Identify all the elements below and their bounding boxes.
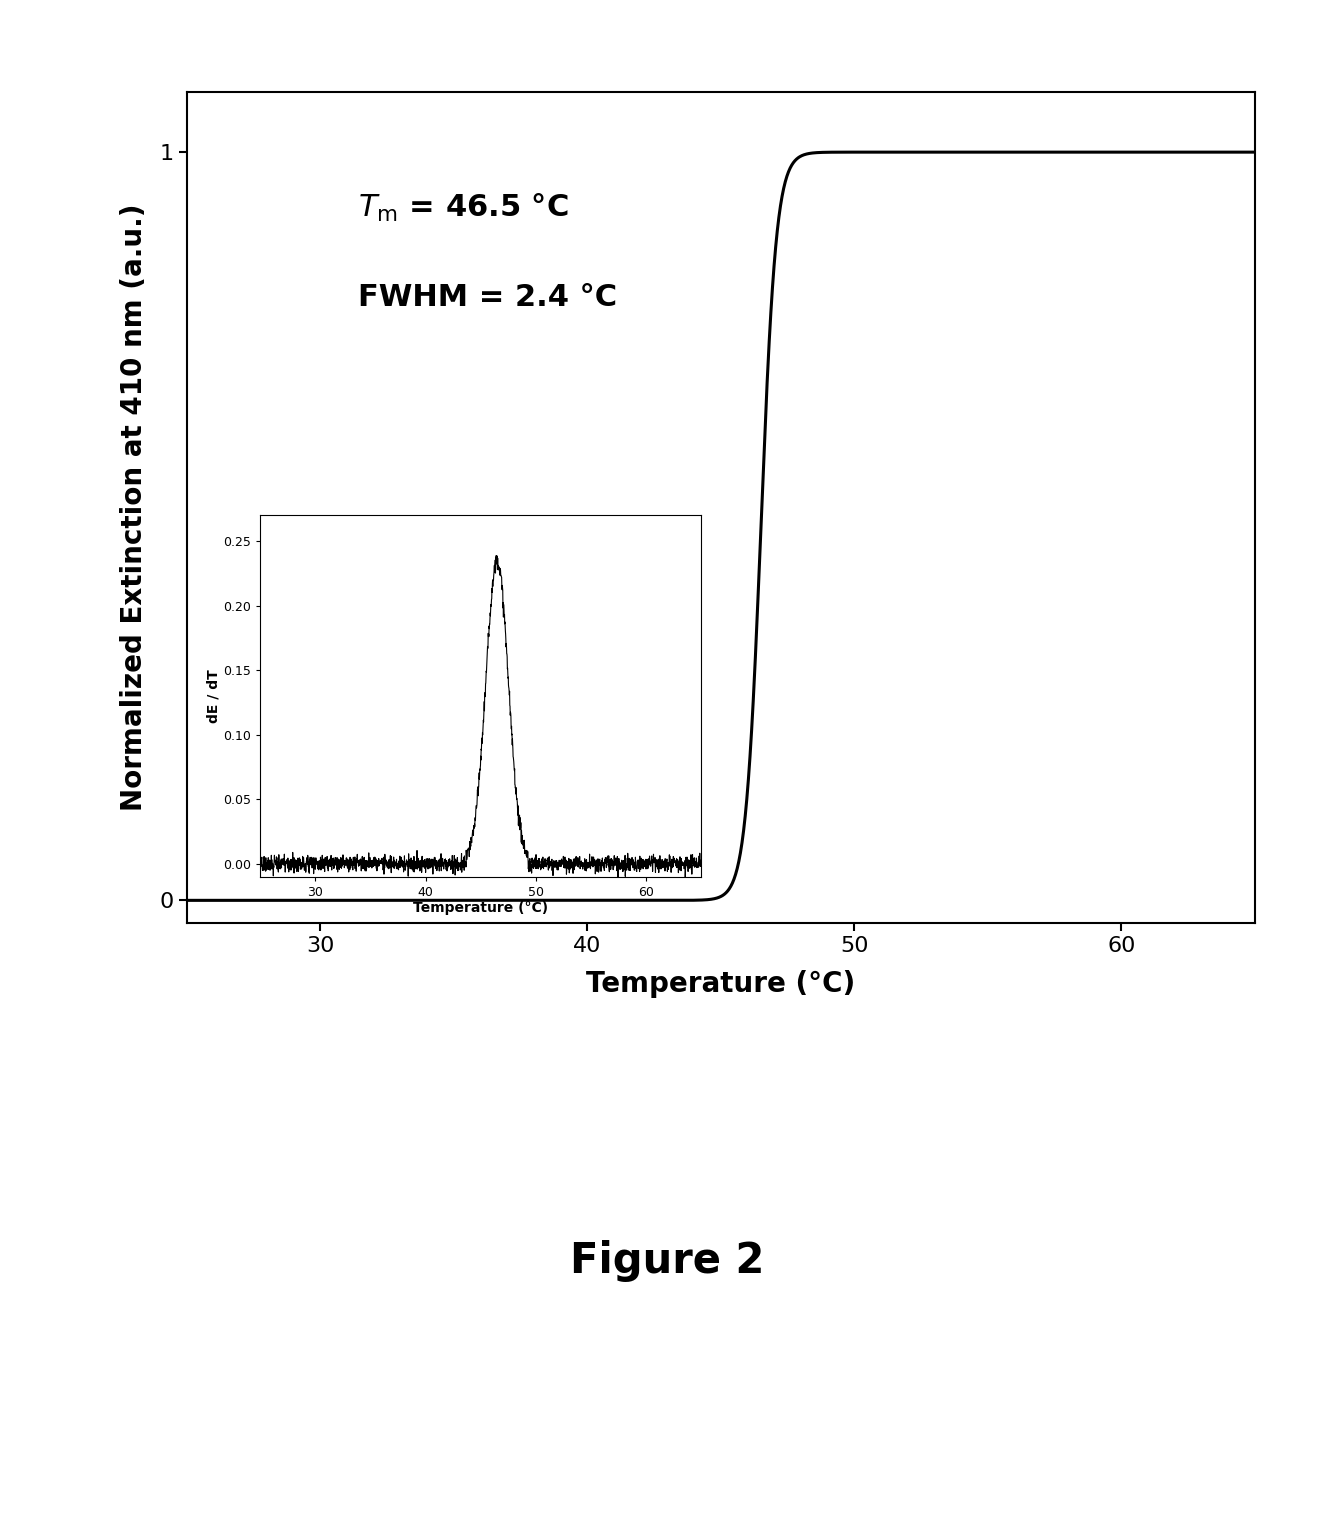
- Y-axis label: dE / dT: dE / dT: [207, 669, 220, 723]
- Text: $\mathit{T}_\mathrm{m}$ = 46.5 °C: $\mathit{T}_\mathrm{m}$ = 46.5 °C: [358, 192, 569, 225]
- X-axis label: Temperature (°C): Temperature (°C): [586, 970, 856, 998]
- Y-axis label: Normalized Extinction at 410 nm (a.u.): Normalized Extinction at 410 nm (a.u.): [120, 205, 148, 811]
- Text: FWHM = 2.4 °C: FWHM = 2.4 °C: [358, 283, 617, 312]
- X-axis label: Temperature (°C): Temperature (°C): [413, 901, 549, 915]
- Text: Figure 2: Figure 2: [570, 1240, 765, 1283]
